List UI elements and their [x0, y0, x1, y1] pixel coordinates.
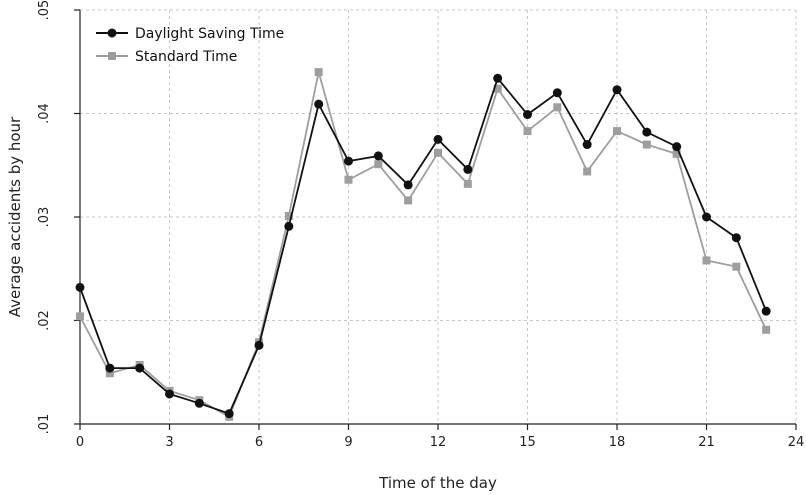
data-point-daylight-saving-time	[702, 212, 711, 222]
data-point-daylight-saving-time	[552, 88, 562, 98]
x-tick-label: 24	[788, 435, 805, 450]
data-point-standard-time	[493, 84, 502, 93]
data-point-standard-time	[344, 175, 353, 184]
grid	[80, 9, 797, 425]
x-tick-label: 3	[165, 435, 173, 450]
data-point-standard-time	[553, 103, 562, 112]
series-daylight-saving-time	[75, 73, 771, 419]
data-point-daylight-saving-time	[224, 409, 234, 419]
x-tick-label: 12	[430, 435, 447, 450]
legend-item-standard-time: Standard Time	[96, 49, 237, 65]
data-point-daylight-saving-time	[582, 140, 592, 150]
x-tick-label: 9	[344, 435, 352, 450]
data-point-daylight-saving-time	[672, 142, 682, 152]
x-tick-label: 6	[255, 435, 263, 450]
data-point-standard-time	[732, 262, 741, 271]
series-layer	[75, 68, 771, 421]
x-tick-label: 21	[698, 435, 715, 450]
data-point-standard-time	[404, 196, 413, 205]
data-point-standard-time	[374, 160, 383, 169]
data-point-standard-time	[463, 179, 472, 188]
y-tick-label: .02	[37, 310, 52, 331]
data-point-standard-time	[105, 369, 114, 378]
data-point-daylight-saving-time	[344, 156, 353, 166]
data-point-standard-time	[314, 68, 323, 77]
x-tick-label: 0	[76, 435, 84, 450]
x-tick-label: 18	[609, 435, 626, 450]
legend: Daylight Saving Time Standard Time	[96, 26, 284, 65]
series-line-daylight-saving-time	[79, 76, 768, 415]
data-point-daylight-saving-time	[75, 282, 85, 292]
y-tick-label: .01	[37, 414, 52, 435]
data-point-daylight-saving-time	[105, 363, 115, 373]
data-point-daylight-saving-time	[612, 85, 622, 95]
x-tick-label: 15	[519, 435, 536, 450]
data-point-daylight-saving-time	[403, 180, 413, 190]
legend-label-standard-time: Standard Time	[135, 49, 237, 65]
data-point-daylight-saving-time	[642, 127, 652, 137]
data-point-standard-time	[284, 211, 293, 220]
data-point-standard-time	[583, 167, 592, 176]
data-point-daylight-saving-time	[523, 110, 532, 120]
data-point-standard-time	[642, 140, 651, 149]
y-axis-title: Average accidents by hour	[6, 116, 24, 317]
data-point-standard-time	[762, 325, 771, 334]
data-point-daylight-saving-time	[135, 363, 145, 373]
data-point-daylight-saving-time	[761, 306, 771, 316]
data-point-daylight-saving-time	[314, 99, 324, 109]
data-point-daylight-saving-time	[373, 151, 383, 161]
data-point-standard-time	[434, 148, 442, 157]
data-point-standard-time	[702, 256, 711, 265]
data-point-standard-time	[672, 149, 681, 158]
data-point-daylight-saving-time	[463, 164, 473, 174]
y-tick-label: .05	[37, 0, 52, 20]
data-point-daylight-saving-time	[284, 221, 294, 231]
data-point-daylight-saving-time	[194, 398, 204, 408]
series-line-standard-time	[79, 71, 767, 419]
axes: 0 3 6 9 12 15 18 21 24 .01 .02 .03 .04 .05	[37, 0, 804, 450]
data-point-daylight-saving-time	[433, 134, 443, 144]
data-point-daylight-saving-time	[493, 73, 503, 83]
data-point-daylight-saving-time	[731, 233, 741, 243]
series-standard-time	[76, 68, 771, 421]
y-tick-label: .03	[37, 207, 52, 228]
data-point-standard-time	[523, 127, 532, 136]
legend-marker-standard-time	[108, 52, 116, 60]
data-point-daylight-saving-time	[165, 389, 174, 399]
legend-item-daylight-saving-time: Daylight Saving Time	[96, 26, 284, 42]
legend-label-daylight-saving-time: Daylight Saving Time	[135, 26, 284, 42]
y-tick-label: .04	[37, 103, 52, 124]
data-point-daylight-saving-time	[254, 340, 264, 350]
data-point-standard-time	[613, 127, 621, 136]
x-axis-title: Time of the day	[378, 474, 497, 492]
data-point-standard-time	[76, 312, 84, 321]
legend-marker-daylight-saving-time	[107, 28, 117, 38]
